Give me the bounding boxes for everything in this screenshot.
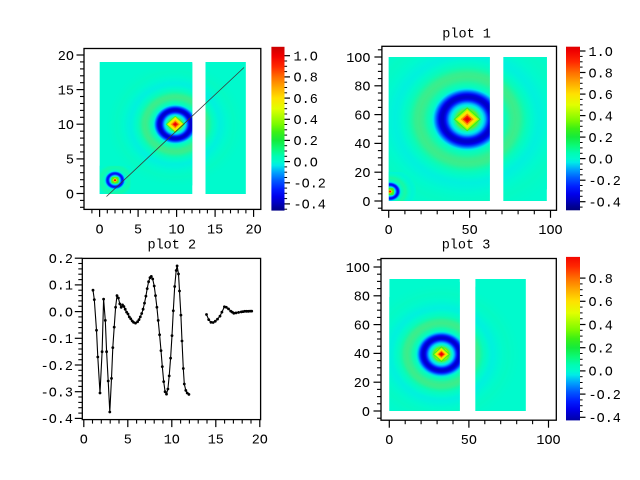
svg-text:O.8: O.8 (589, 67, 613, 82)
svg-text:5O: 5O (461, 224, 477, 239)
svg-text:-O.4: -O.4 (589, 197, 621, 212)
svg-text:1O: 1O (168, 223, 184, 238)
svg-text:5O: 5O (461, 434, 477, 449)
svg-text:8O: 8O (354, 81, 370, 96)
svg-text:1O: 1O (58, 119, 74, 134)
svg-text:4O: 4O (354, 138, 370, 153)
svg-text:-O.4: -O.4 (41, 413, 73, 428)
svg-text:-O.1: -O.1 (41, 333, 73, 348)
svg-text:O: O (80, 434, 88, 449)
svg-text:O.2: O.2 (294, 135, 318, 150)
svg-text:O.4: O.4 (294, 114, 318, 129)
svg-text:O: O (66, 188, 74, 203)
svg-text:4O: 4O (354, 348, 370, 363)
svg-text:O.O: O.O (49, 306, 73, 321)
svg-text:-O.2: -O.2 (589, 389, 621, 404)
svg-text:6O: 6O (354, 319, 370, 334)
svg-text:O.O: O.O (589, 153, 613, 168)
svg-text:O: O (362, 406, 370, 421)
svg-text:1OO: 1OO (346, 52, 370, 67)
svg-text:O: O (385, 224, 393, 239)
svg-text:plot 2: plot 2 (147, 239, 196, 254)
svg-text:5: 5 (66, 154, 74, 169)
svg-text:1.O: 1.O (294, 51, 318, 66)
svg-text:1OO: 1OO (346, 262, 370, 277)
svg-text:2O: 2O (252, 434, 268, 449)
svg-text:1OO: 1OO (538, 224, 562, 239)
svg-text:1OO: 1OO (536, 434, 560, 449)
svg-text:-O.2: -O.2 (294, 178, 326, 193)
svg-text:8O: 8O (354, 291, 370, 306)
svg-text:O: O (96, 223, 104, 238)
svg-text:15: 15 (58, 84, 74, 99)
svg-text:O: O (362, 196, 370, 211)
svg-text:5: 5 (134, 223, 142, 238)
svg-text:O.6: O.6 (589, 89, 613, 104)
svg-text:O.8: O.8 (589, 273, 613, 288)
svg-text:plot 1: plot 1 (442, 27, 491, 42)
svg-text:O.6: O.6 (294, 93, 318, 108)
svg-text:O.2: O.2 (589, 132, 613, 147)
svg-text:O.2: O.2 (49, 253, 73, 268)
svg-text:2O: 2O (245, 223, 261, 238)
svg-text:O.O: O.O (294, 156, 318, 171)
svg-text:plot 3: plot 3 (442, 239, 491, 254)
svg-text:O.4: O.4 (589, 319, 613, 334)
svg-text:15: 15 (207, 223, 223, 238)
svg-text:O.4: O.4 (589, 110, 613, 125)
svg-text:-O.2: -O.2 (41, 360, 73, 375)
svg-text:1O: 1O (164, 434, 180, 449)
svg-text:-O.4: -O.4 (294, 199, 326, 214)
svg-text:-O.2: -O.2 (589, 175, 621, 190)
svg-text:O.8: O.8 (294, 72, 318, 87)
svg-text:O.6: O.6 (589, 296, 613, 311)
svg-text:O.O: O.O (589, 366, 613, 381)
svg-text:-O.3: -O.3 (41, 387, 73, 402)
svg-text:O: O (385, 434, 393, 449)
svg-text:2O: 2O (58, 50, 74, 65)
svg-text:6O: 6O (354, 109, 370, 124)
svg-text:-O.4: -O.4 (589, 412, 621, 427)
svg-text:2O: 2O (354, 377, 370, 392)
svg-text:15: 15 (208, 434, 224, 449)
svg-text:O.1: O.1 (49, 280, 73, 295)
svg-text:1.O: 1.O (589, 46, 613, 61)
svg-text:5: 5 (124, 434, 132, 449)
svg-text:O.2: O.2 (589, 343, 613, 358)
svg-text:2O: 2O (354, 167, 370, 182)
